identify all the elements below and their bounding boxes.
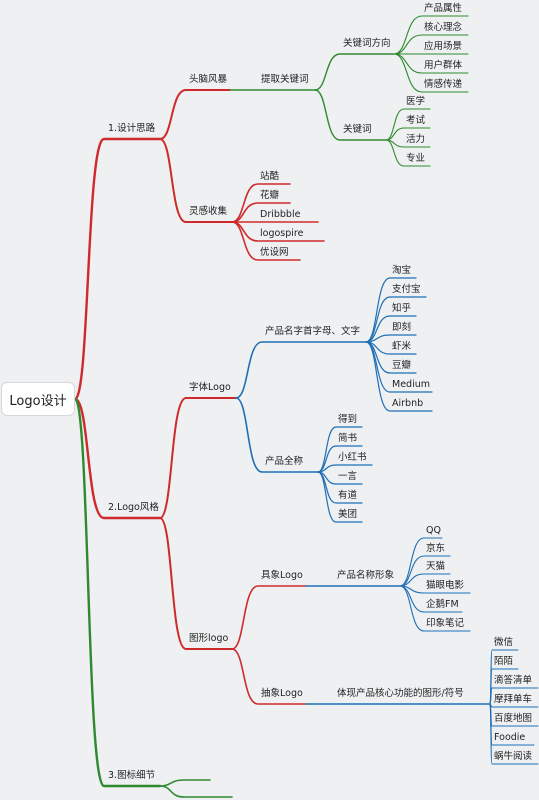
node-full-name[interactable]: 产品全称 — [265, 456, 304, 467]
connector-graphic-logo — [159, 517, 233, 650]
connector-design-ideas — [73, 137, 162, 401]
connector-initials — [235, 341, 367, 399]
product-image-leaf-4[interactable]: 企鹅FM — [426, 599, 459, 610]
initials-connector-7 — [365, 341, 433, 412]
node-font-logo[interactable]: 字体Logo — [189, 382, 231, 393]
product-image-leaf-1[interactable]: 京东 — [426, 543, 446, 554]
keywords-connector-3 — [385, 139, 431, 167]
connector-full-name — [235, 397, 319, 473]
initials-leaf-6[interactable]: Medium — [392, 379, 430, 390]
initials-leaf-5[interactable]: 豆瓣 — [392, 360, 412, 371]
keywords-leaf-1[interactable]: 考试 — [406, 115, 426, 126]
keyword-direction-leaf-2[interactable]: 应用场景 — [424, 41, 463, 52]
core-function-connector-2 — [489, 687, 539, 705]
connector-font-logo — [159, 397, 237, 519]
connector-figurative — [231, 585, 307, 650]
connector-abstract — [231, 648, 307, 705]
connector-brainstorm — [159, 89, 231, 140]
full-name-connector-2 — [317, 464, 373, 473]
inspiration-leaf-3[interactable]: logospire — [260, 228, 304, 239]
full-name-connector-1 — [317, 445, 363, 473]
node-design-ideas[interactable]: 1.设计思路 — [108, 123, 156, 134]
full-name-leaf-1[interactable]: 简书 — [338, 433, 358, 444]
node-icon-details[interactable]: 3.图标细节 — [108, 770, 156, 781]
connector-color — [159, 779, 211, 787]
keyword-direction-connector-1 — [393, 34, 469, 55]
core-function-leaf-6[interactable]: 蜗牛阅读 — [494, 751, 533, 762]
keywords-leaf-0[interactable]: 医学 — [406, 96, 426, 107]
node-logo-style[interactable]: 2.Logo风格 — [108, 502, 159, 513]
product-image-leaf-3[interactable]: 猫眼电影 — [426, 580, 465, 591]
initials-connector-2 — [365, 315, 417, 343]
product-image-connector-5 — [399, 585, 471, 632]
keywords-connector-0 — [385, 108, 431, 141]
product-image-leaf-0[interactable]: QQ — [426, 525, 441, 536]
node-brainstorm[interactable]: 头脑风暴 — [189, 74, 228, 85]
node-figurative[interactable]: 具象Logo — [261, 570, 303, 581]
initials-leaf-7[interactable]: Airbnb — [392, 398, 424, 409]
initials-leaf-0[interactable]: 淘宝 — [392, 265, 412, 276]
core-function-leaf-4[interactable]: 百度地图 — [494, 713, 533, 724]
initials-leaf-4[interactable]: 虾米 — [392, 341, 412, 352]
node-abstract[interactable]: 抽象Logo — [261, 688, 303, 699]
inspiration-connector-4 — [231, 221, 301, 261]
keyword-direction-leaf-4[interactable]: 情感传递 — [424, 79, 463, 90]
keyword-direction-leaf-0[interactable]: 产品属性 — [424, 3, 463, 14]
keywords-connector-1 — [385, 127, 431, 141]
connector-inspiration — [159, 138, 233, 223]
core-function-leaf-1[interactable]: 陌陌 — [494, 656, 514, 667]
product-image-leaf-5[interactable]: 印象笔记 — [426, 618, 465, 629]
full-name-leaf-5[interactable]: 美团 — [338, 509, 358, 520]
connector-keyword-direction — [314, 53, 395, 91]
keyword-direction-leaf-3[interactable]: 用户群体 — [424, 60, 463, 71]
core-function-leaf-2[interactable]: 滴答清单 — [494, 675, 533, 686]
inspiration-leaf-1[interactable]: 花瓣 — [260, 190, 280, 201]
full-name-connector-5 — [317, 471, 363, 523]
keywords-leaf-3[interactable]: 专业 — [406, 153, 426, 164]
node-product-image[interactable]: 产品名称形象 — [337, 570, 395, 581]
node-keywords[interactable]: 关键词 — [343, 124, 372, 135]
connector-logo-style — [73, 397, 162, 520]
keyword-direction-connector-4 — [393, 53, 469, 93]
node-core-function[interactable]: 体现产品核心功能的图形/符号 — [337, 688, 464, 699]
node-extract-keywords[interactable]: 提取关键词 — [261, 74, 309, 85]
core-function-leaf-5[interactable]: Foodie — [494, 732, 526, 743]
full-name-leaf-2[interactable]: 小红书 — [338, 452, 367, 463]
connector-keywords — [314, 89, 387, 141]
node-graphic-logo[interactable]: 图形logo — [189, 633, 229, 644]
inspiration-leaf-2[interactable]: Dribbble — [260, 209, 301, 220]
initials-leaf-1[interactable]: 支付宝 — [392, 284, 421, 295]
core-function-leaf-0[interactable]: 微信 — [494, 637, 514, 648]
node-keyword-direction[interactable]: 关键词方向 — [343, 38, 391, 49]
node-initials[interactable]: 产品名字首字母、文字 — [265, 326, 361, 337]
full-name-leaf-4[interactable]: 有道 — [338, 490, 358, 501]
core-function-connector-6 — [489, 703, 539, 765]
initials-leaf-3[interactable]: 即刻 — [392, 322, 412, 333]
product-image-connector-1 — [399, 555, 451, 587]
keywords-leaf-2[interactable]: 活力 — [406, 134, 426, 145]
initials-leaf-2[interactable]: 知乎 — [392, 303, 412, 314]
initials-connector-0 — [365, 277, 417, 343]
connector-icon-details — [73, 397, 162, 788]
connector-logo-grid — [159, 785, 233, 798]
keyword-direction-leaf-1[interactable]: 核心理念 — [424, 22, 463, 33]
inspiration-leaf-4[interactable]: 优设网 — [260, 247, 289, 258]
inspiration-leaf-0[interactable]: 站酷 — [260, 171, 280, 182]
product-image-connector-2 — [399, 573, 451, 587]
keyword-direction-connector-0 — [393, 15, 469, 55]
full-name-leaf-0[interactable]: 得到 — [338, 414, 358, 425]
root-node[interactable]: Logo设计 — [1, 382, 75, 416]
core-function-leaf-3[interactable]: 摩拜单车 — [494, 694, 533, 705]
node-inspiration[interactable]: 灵感收集 — [189, 206, 228, 217]
product-image-leaf-2[interactable]: 天猫 — [426, 561, 446, 572]
full-name-leaf-3[interactable]: 一言 — [338, 471, 358, 482]
